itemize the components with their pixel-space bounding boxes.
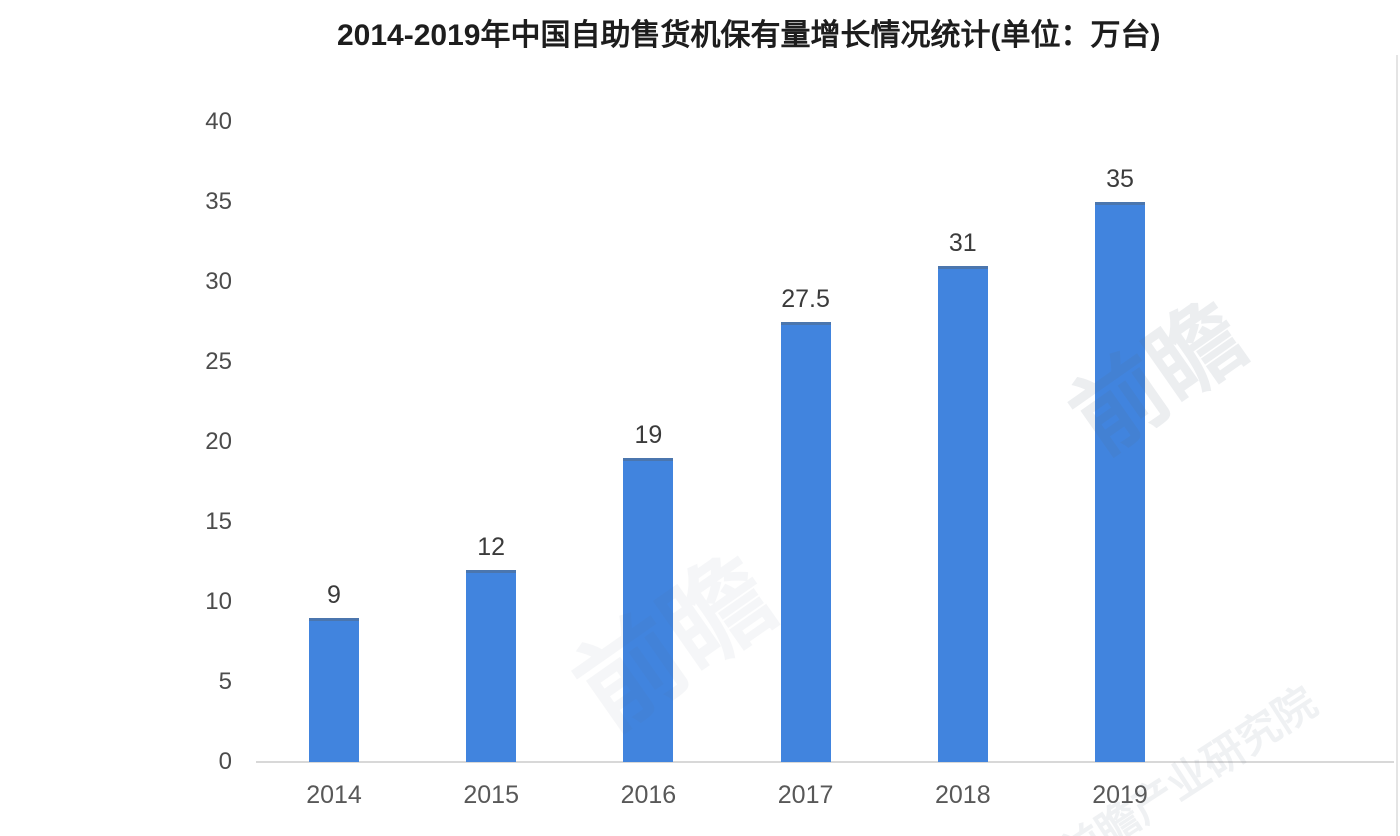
y-tick-label: 20 (205, 428, 232, 455)
bar-value-label: 9 (327, 581, 341, 609)
bar-value-label: 27.5 (781, 285, 830, 313)
bar-2016 (623, 458, 674, 762)
bar-2014 (309, 618, 359, 762)
bar-value-label: 35 (1106, 165, 1134, 193)
x-tick-label: 2018 (934, 781, 991, 809)
watermark-text: 前瞻 (1054, 283, 1264, 474)
chart-title: 2014-2019年中国自助售货机保有量增长情况统计(单位：万台) (337, 19, 1161, 52)
bar-2017 (780, 322, 831, 762)
watermark-text: 前瞻产业研究院 (1052, 678, 1325, 836)
bar-value-label: 12 (477, 533, 506, 561)
y-tick-label: 15 (205, 508, 232, 535)
x-tick-label: 2015 (463, 781, 519, 809)
bar-2015 (466, 570, 517, 762)
bar-2019 (1095, 202, 1145, 762)
image-right-border (1396, 55, 1398, 836)
y-tick-label: 30 (205, 268, 232, 295)
y-tick-label: 40 (205, 108, 232, 135)
x-tick-label: 2016 (620, 781, 677, 809)
bar-value-label: 19 (634, 421, 663, 449)
y-tick-label: 0 (218, 748, 232, 775)
y-tick-label: 5 (218, 668, 232, 695)
bar-value-label: 31 (948, 229, 977, 257)
x-tick-label: 2017 (777, 781, 834, 809)
x-tick-label: 2019 (1092, 781, 1148, 809)
y-tick-label: 35 (205, 188, 232, 215)
y-tick-label: 10 (205, 588, 232, 615)
x-axis-line (256, 761, 1394, 763)
x-tick-label: 2014 (306, 781, 362, 809)
y-tick-label: 25 (205, 348, 232, 375)
bar-2018 (937, 266, 988, 762)
